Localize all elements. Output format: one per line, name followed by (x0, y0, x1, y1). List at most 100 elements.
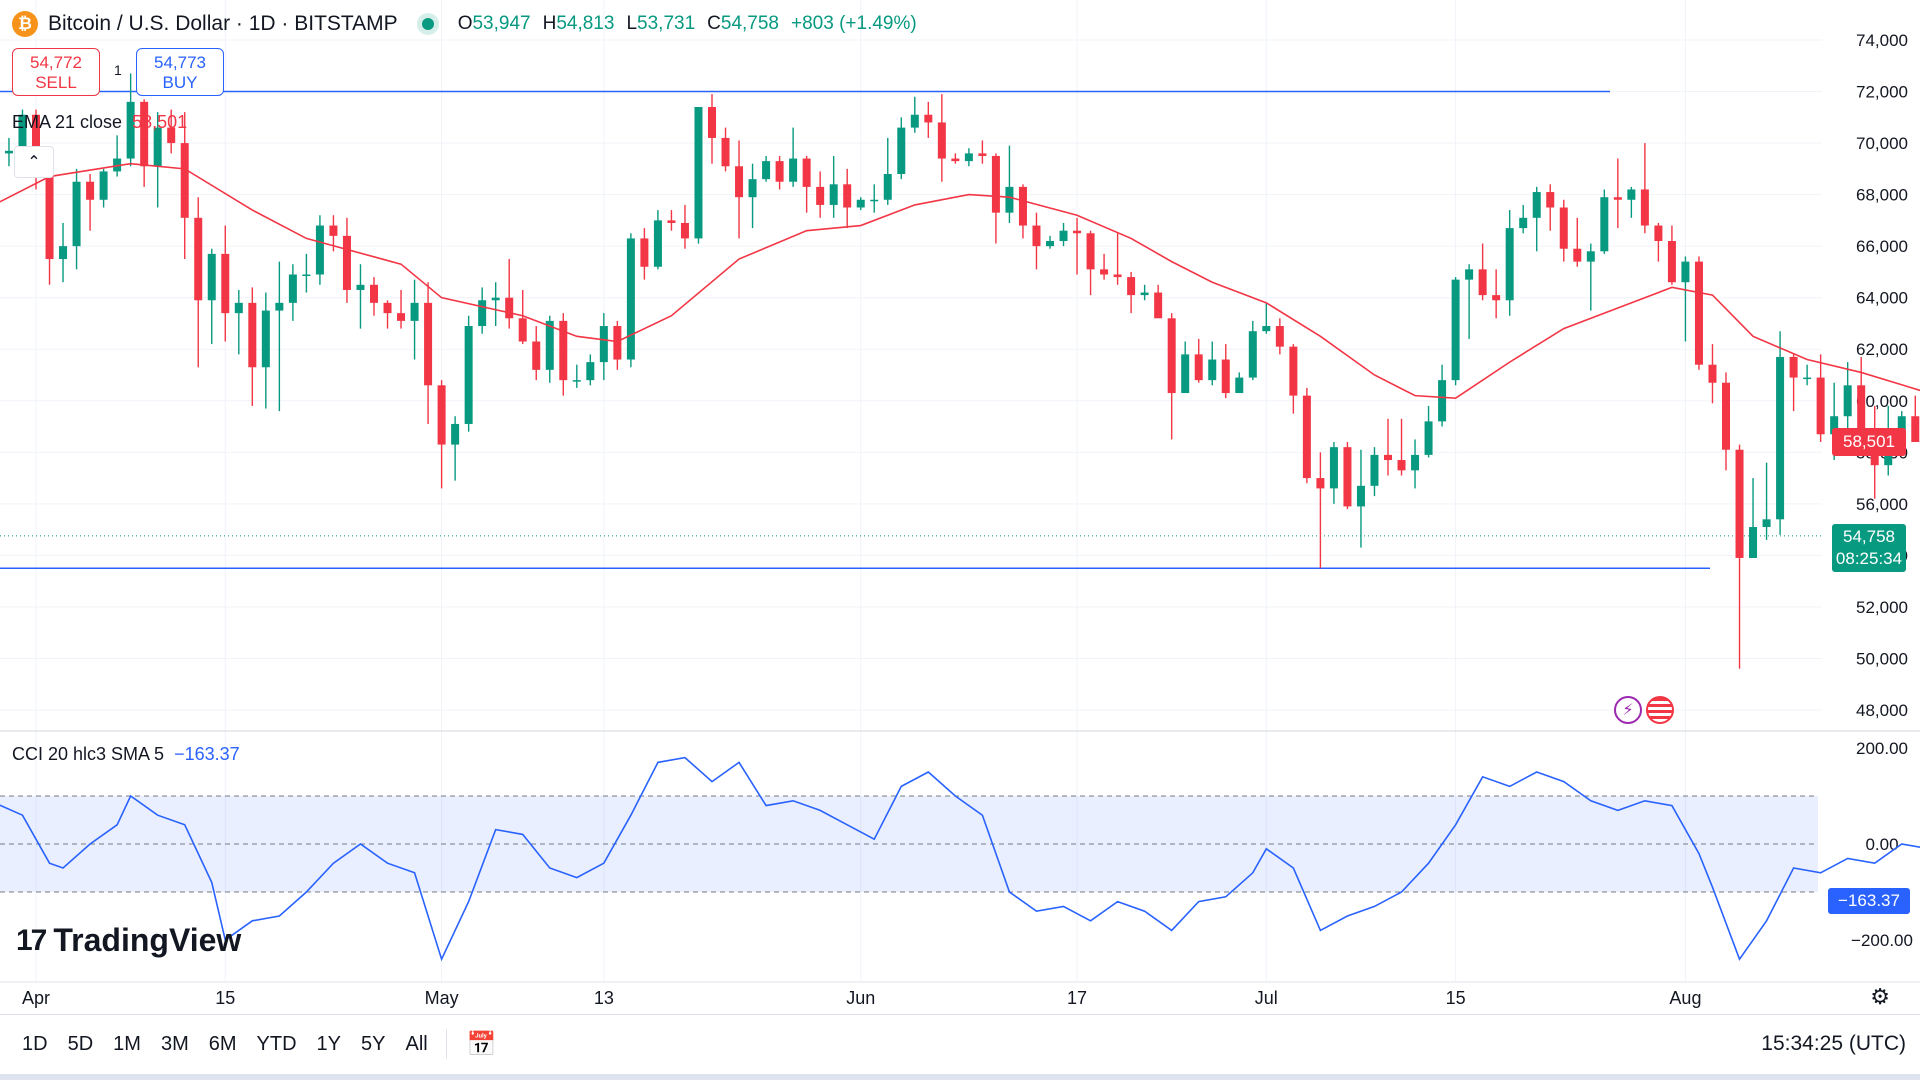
time-axis-label: 19 (1919, 988, 1920, 1008)
ohlc-readout: O53,947 H54,813 L53,731 C54,758 +803 (+1… (457, 13, 917, 34)
tradingview-logo-text: TradingView (53, 922, 242, 958)
candle-body (1627, 189, 1636, 200)
cci-price-tag: −163.37 (1828, 888, 1910, 914)
price-axis-label: 50,000 (1856, 649, 1908, 668)
candle-body (1370, 454, 1379, 486)
candle-body (424, 302, 433, 386)
high-value: 54,813 (556, 13, 615, 34)
price-axis-label: 62,000 (1856, 340, 1908, 359)
low-value: 53,731 (637, 13, 696, 34)
candle-body (113, 158, 122, 172)
symbol-title[interactable]: Bitcoin / U.S. Dollar · 1D · BITSTAMP (48, 12, 398, 35)
gear-icon[interactable]: ⚙ (1870, 984, 1890, 1009)
ema-legend-label: EMA 21 close (12, 112, 123, 132)
candle-body (762, 161, 771, 180)
candle-body (1248, 331, 1257, 378)
candle-body (816, 186, 825, 205)
candle-body (586, 362, 595, 381)
price-axis-label: 66,000 (1856, 237, 1908, 256)
open-value: 53,947 (472, 13, 531, 34)
range-all[interactable]: All (405, 1032, 428, 1055)
range-5y[interactable]: 5Y (361, 1032, 386, 1055)
cci-legend-value: −163.37 (174, 744, 240, 764)
bar-countdown: 08:25:34 (1835, 549, 1903, 568)
candle-body (883, 174, 892, 200)
candle-body (545, 320, 554, 370)
candle-body (383, 302, 392, 314)
candle-body (613, 326, 622, 360)
candle-body (153, 127, 162, 167)
buy-price: 54,773 (154, 53, 206, 72)
cci-legend[interactable]: CCI 20 hlc3 SMA 5 −163.37 (12, 744, 240, 765)
range-1m[interactable]: 1M (113, 1032, 141, 1055)
buy-label: BUY (162, 73, 198, 92)
chart-header: ₿ Bitcoin / U.S. Dollar · 1D · BITSTAMP … (12, 8, 917, 40)
candle-body (451, 423, 460, 445)
ema-legend[interactable]: EMA 21 close 58,501 (12, 112, 187, 133)
sell-button[interactable]: 54,772 SELL (12, 48, 100, 96)
price-axis-label: 56,000 (1856, 495, 1908, 514)
candle-body (1113, 274, 1122, 278)
candle-body (653, 220, 662, 267)
candle-body (1018, 186, 1027, 226)
candle-body (1181, 354, 1190, 394)
range-1d[interactable]: 1D (22, 1032, 48, 1055)
ema-21-line (0, 162, 1920, 400)
candle-body (856, 199, 865, 208)
toolbar-divider (445, 1029, 447, 1059)
candle-body (18, 114, 27, 151)
candle-body (194, 217, 203, 301)
candle-body (1749, 527, 1758, 558)
lightning-event-icon[interactable]: ⚡ (1614, 696, 1642, 724)
candle-body (1046, 241, 1054, 247)
candle-body (1140, 292, 1149, 296)
candle-body (802, 158, 811, 187)
bottom-toolbar: 1D 5D 1M 3M 6M YTD 1Y 5Y All 📅 15:34:25 … (0, 1014, 1920, 1073)
candle-body (870, 199, 879, 202)
candle-body (1465, 269, 1474, 280)
range-3m[interactable]: 3M (160, 1032, 189, 1055)
cci-axis-label: −200.00 (1851, 931, 1913, 950)
candle-body (1343, 447, 1352, 507)
utc-clock[interactable]: 15:34:25 (UTC) (1761, 1032, 1906, 1055)
range-5d[interactable]: 5D (67, 1032, 94, 1055)
time-axis-label: 15 (215, 988, 235, 1008)
candle-body (518, 318, 527, 342)
time-axis-label: 13 (594, 988, 614, 1008)
candle-body (572, 380, 581, 382)
candle-body (1519, 217, 1528, 229)
range-ytd[interactable]: YTD (256, 1032, 297, 1055)
price-axis-label: 74,000 (1856, 31, 1908, 50)
candle-body (735, 166, 744, 198)
candle-body (748, 179, 757, 198)
range-6m[interactable]: 6M (208, 1032, 237, 1055)
candle-body (680, 222, 689, 239)
candle-body (59, 246, 68, 260)
candle-body (1640, 189, 1649, 226)
event-markers[interactable]: ⚡ (1614, 696, 1674, 724)
us-flag-event-icon[interactable] (1646, 696, 1674, 724)
candle-body (1316, 478, 1325, 489)
candle-body (978, 153, 987, 156)
candle-body (1708, 364, 1717, 383)
candle-body (1451, 279, 1460, 381)
candle-body (464, 326, 473, 424)
candle-body (45, 153, 54, 260)
bitcoin-icon: ₿ (12, 11, 38, 37)
last-price-tag: 54,758 08:25:34 (1832, 524, 1906, 572)
close-value: 54,758 (720, 13, 780, 34)
candle-body (1411, 454, 1420, 471)
candle-body (1735, 449, 1744, 558)
candle-body (1154, 292, 1163, 319)
calendar-icon[interactable]: 📅 (466, 1030, 497, 1058)
buy-button[interactable]: 54,773 BUY (136, 48, 224, 96)
candle-body (1803, 377, 1812, 380)
range-1y[interactable]: 1Y (316, 1032, 342, 1055)
candle-body (1857, 385, 1866, 435)
candle-body (221, 253, 230, 314)
candle-body (1722, 382, 1730, 450)
chevron-up-icon[interactable]: ⌃ (14, 146, 54, 178)
time-axis-label: 15 (1446, 988, 1466, 1008)
price-axis-label: 48,000 (1856, 701, 1908, 720)
